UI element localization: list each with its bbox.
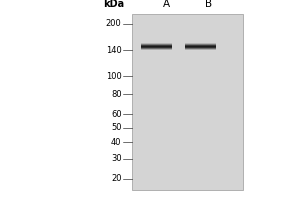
Bar [185, 45, 216, 46]
Text: 30: 30 [111, 154, 122, 163]
Bar [141, 43, 172, 44]
Text: 40: 40 [111, 138, 122, 147]
Bar [185, 48, 216, 49]
Text: kDa: kDa [103, 0, 124, 9]
Bar [141, 46, 172, 47]
Text: 140: 140 [106, 46, 122, 55]
Text: A: A [163, 0, 170, 9]
Bar [132, 14, 243, 190]
Bar [141, 48, 172, 49]
Text: 20: 20 [111, 174, 122, 183]
Bar [185, 49, 216, 50]
Text: 50: 50 [111, 123, 122, 132]
Bar [141, 50, 172, 51]
Bar [185, 46, 216, 47]
Bar [141, 44, 172, 45]
Bar [141, 45, 172, 46]
Text: 80: 80 [111, 90, 122, 99]
Text: 200: 200 [106, 19, 122, 28]
Text: 100: 100 [106, 72, 122, 81]
Bar [141, 47, 172, 48]
Bar [185, 47, 216, 48]
Text: 60: 60 [111, 110, 122, 119]
Bar [185, 50, 216, 51]
Text: B: B [205, 0, 212, 9]
Bar [141, 49, 172, 50]
Bar [185, 43, 216, 44]
Bar [185, 44, 216, 45]
